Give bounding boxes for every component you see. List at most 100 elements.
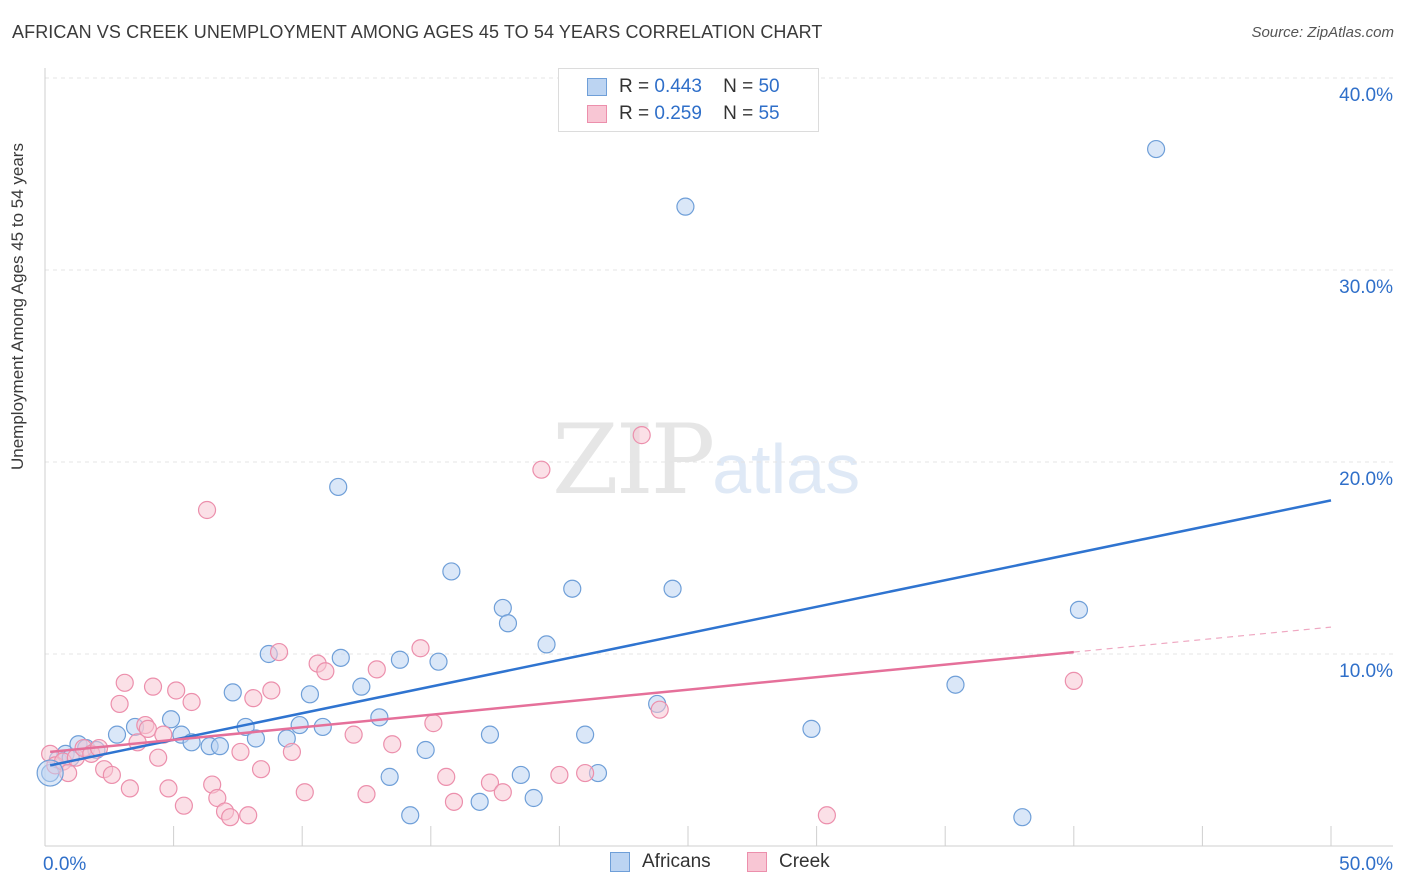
africans-point <box>352 677 371 696</box>
creek-point <box>532 460 551 479</box>
creek-point <box>120 779 139 798</box>
africans-point <box>429 652 448 671</box>
creek-point <box>167 681 186 700</box>
africans-point <box>511 765 530 785</box>
watermark-atlas: atlas <box>712 430 861 508</box>
creek-point <box>143 677 163 696</box>
bottom-legend-creek: Creek <box>747 851 830 873</box>
creek-point <box>197 500 217 520</box>
creek-n-value: 55 <box>758 103 780 124</box>
africans-point <box>329 477 348 497</box>
creek-point <box>102 765 121 785</box>
africans-r-label: R = <box>619 76 650 97</box>
creek-r-value: 0.259 <box>654 103 702 124</box>
africans-point <box>401 806 420 825</box>
africans-point <box>1013 808 1032 827</box>
creek-point <box>632 426 651 445</box>
africans-point <box>563 579 582 598</box>
africans-point <box>331 648 350 667</box>
legend-row-creek: R = 0.259 N = 55 <box>587 102 780 126</box>
creek-point <box>269 642 289 662</box>
x-tick-label: 0.0% <box>43 854 86 875</box>
y-tick-label: 10.0% <box>1339 661 1393 682</box>
africans-point <box>161 710 181 729</box>
africans-n-value: 50 <box>758 76 780 97</box>
creek-trend-line <box>50 650 1074 754</box>
africans-point <box>537 635 556 654</box>
bottom-africans-label: Africans <box>642 851 711 872</box>
creek-point <box>1064 671 1083 690</box>
creek-point <box>182 692 201 712</box>
creek-point <box>576 763 595 783</box>
africans-point <box>290 715 309 735</box>
bottom-africans-swatch <box>610 852 630 872</box>
africans-point <box>676 197 695 216</box>
chart-title: AFRICAN VS CREEK UNEMPLOYMENT AMONG AGES… <box>12 22 823 42</box>
africans-point <box>210 737 229 756</box>
creek-point <box>208 788 227 808</box>
creek-point <box>262 681 281 700</box>
creek-point <box>344 725 363 744</box>
creek-point <box>174 796 193 815</box>
africans-point <box>416 740 435 760</box>
creek-point <box>231 742 250 762</box>
creek-point <box>149 748 168 767</box>
africans-point <box>470 792 489 811</box>
africans-point <box>300 685 320 704</box>
bottom-creek-swatch <box>747 852 767 872</box>
creek-point <box>424 714 443 733</box>
africans-point <box>370 708 389 727</box>
creek-point <box>295 783 314 802</box>
africans-point <box>223 683 242 702</box>
africans-point <box>390 650 410 669</box>
creek-point <box>550 765 569 785</box>
creek-point <box>244 689 263 708</box>
creek-point <box>221 808 240 827</box>
creek-point <box>251 760 271 779</box>
africans-point <box>576 725 595 744</box>
creek-point <box>493 783 512 802</box>
africans-point <box>246 729 266 748</box>
africans-point <box>1147 139 1166 159</box>
creek-point <box>367 660 386 679</box>
creek-point <box>357 785 376 804</box>
creek-point <box>316 662 335 681</box>
creek-point <box>437 767 456 786</box>
creek-point <box>650 700 669 719</box>
bottom-creek-label: Creek <box>779 851 830 872</box>
africans-point <box>946 675 965 694</box>
africans-swatch <box>587 78 607 96</box>
africans-n-label: N = <box>723 76 754 97</box>
watermark: ZIPatlas <box>552 404 860 516</box>
y-tick-label: 20.0% <box>1339 469 1393 490</box>
source-label: Source: ZipAtlas.com <box>1251 24 1394 41</box>
africans-point <box>498 614 518 633</box>
creek-point <box>239 806 258 825</box>
creek-point <box>383 735 402 754</box>
africans-point <box>663 579 682 598</box>
creek-n-label: N = <box>723 103 754 124</box>
creek-point <box>138 719 157 738</box>
legend-row-africans: R = 0.443 N = 50 <box>587 75 780 99</box>
bottom-legend-africans: Africans <box>610 851 711 873</box>
africans-point <box>493 598 512 618</box>
africans-point <box>480 725 500 744</box>
creek-point <box>480 773 500 792</box>
creek-point <box>282 742 302 762</box>
africans-point <box>107 725 127 744</box>
creek-point <box>444 792 464 811</box>
y-tick-label: 40.0% <box>1339 85 1393 106</box>
africans-trend-line <box>49 499 1332 767</box>
africans-point-cluster <box>36 759 64 787</box>
africans-r-value: 0.443 <box>654 76 702 97</box>
watermark-zip: ZIP <box>552 404 715 516</box>
africans-point <box>1069 600 1089 619</box>
creek-r-label: R = <box>619 103 650 124</box>
creek-point <box>817 806 836 825</box>
creek-point <box>115 673 134 692</box>
correlation-legend: R = 0.443 N = 50 R = 0.259 N = 55 <box>558 68 819 132</box>
africans-point <box>524 788 543 808</box>
creek-point <box>110 694 129 714</box>
creek-swatch <box>587 105 607 123</box>
